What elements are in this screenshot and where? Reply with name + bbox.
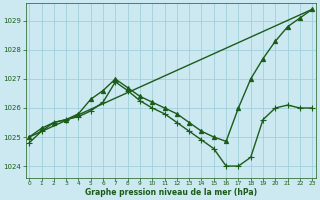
X-axis label: Graphe pression niveau de la mer (hPa): Graphe pression niveau de la mer (hPa) (85, 188, 257, 197)
